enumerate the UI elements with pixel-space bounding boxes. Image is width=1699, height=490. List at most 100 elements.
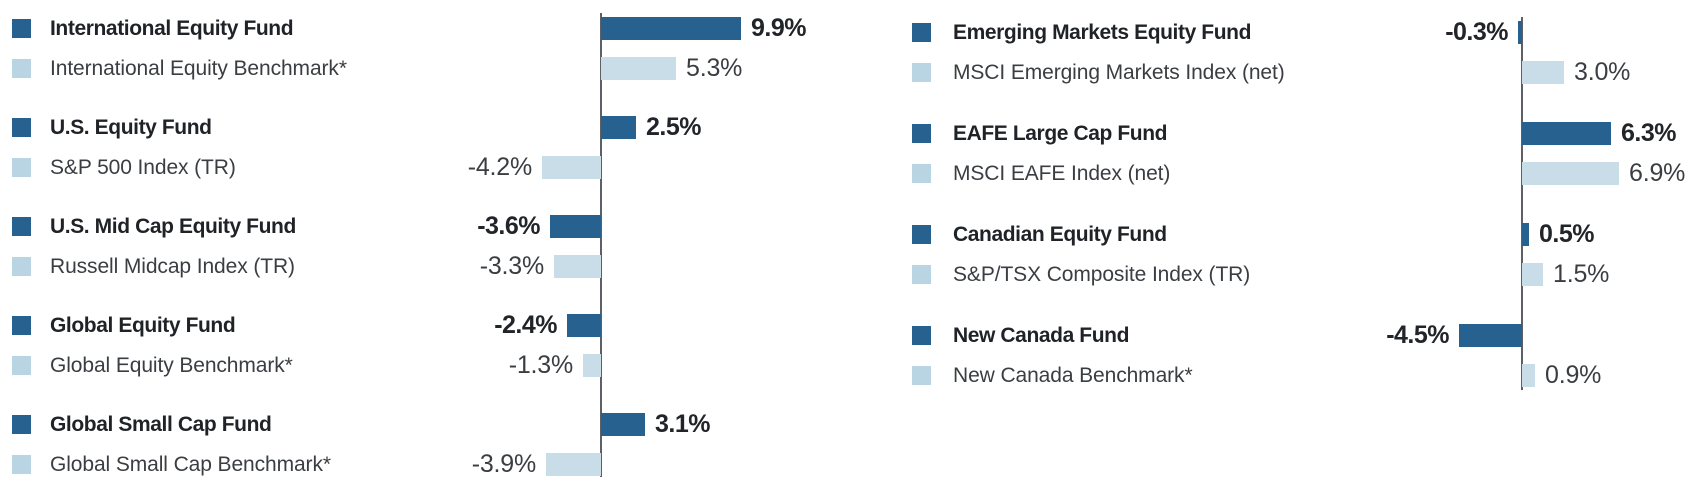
benchmark-row: International Equity Benchmark* 5.3% <box>0 54 850 82</box>
benchmark-value-label: 1.5% <box>1553 260 1610 288</box>
fund-label: Canadian Equity Fund <box>953 223 1167 246</box>
fund-value-label: -4.5% <box>1386 321 1449 349</box>
fund-bar <box>1522 122 1611 145</box>
fund-benchmark-pair: U.S. Equity Fund 2.5% S&P 500 Index (TR) -4… <box>0 113 850 181</box>
fund-row: International Equity Fund 9.9% <box>0 14 850 42</box>
benchmark-label: S&P 500 Index (TR) <box>50 156 236 179</box>
fund-row: U.S. Mid Cap Equity Fund -3.6% <box>0 212 850 240</box>
fund-legend-swatch <box>912 124 931 143</box>
benchmark-row: Russell Midcap Index (TR) -3.3% <box>0 252 850 280</box>
equity-funds-panel-left: International Equity Fund 9.9% Internation… <box>0 13 850 478</box>
fund-row: Emerging Markets Equity Fund -0.3% <box>850 18 1699 46</box>
equity-funds-panel-right: Emerging Markets Equity Fund -0.3% MSCI Em… <box>850 0 1699 490</box>
fund-row: Global Small Cap Fund 3.1% <box>0 410 850 438</box>
fund-label: International Equity Fund <box>50 17 294 40</box>
benchmark-value-label: 0.9% <box>1545 361 1602 389</box>
benchmark-bar <box>601 57 676 80</box>
benchmark-label: Russell Midcap Index (TR) <box>50 255 295 278</box>
fund-benchmark-pair: Canadian Equity Fund 0.5% S&P/TSX Composit… <box>850 220 1699 288</box>
benchmark-label: International Equity Benchmark* <box>50 57 347 80</box>
benchmark-row: MSCI Emerging Markets Index (net) 3.0% <box>850 58 1699 86</box>
benchmark-value-label: -3.3% <box>479 252 545 280</box>
fund-legend-swatch <box>12 19 31 38</box>
fund-bar <box>601 116 636 139</box>
benchmark-bar <box>1522 263 1543 286</box>
fund-benchmark-pair: U.S. Mid Cap Equity Fund -3.6% Russell Mid… <box>0 212 850 280</box>
fund-legend-swatch <box>12 415 31 434</box>
fund-value-label: 6.3% <box>1621 119 1676 147</box>
benchmark-legend-swatch <box>912 63 931 82</box>
fund-label: New Canada Fund <box>953 324 1130 347</box>
fund-row: Global Equity Fund -2.4% <box>0 311 850 339</box>
fund-benchmark-pair: Emerging Markets Equity Fund -0.3% MSCI Em… <box>850 18 1699 86</box>
benchmark-value-label: 5.3% <box>686 54 743 82</box>
fund-bar <box>1518 21 1522 44</box>
benchmark-legend-swatch <box>12 356 31 375</box>
benchmark-row: S&P 500 Index (TR) -4.2% <box>0 153 850 181</box>
fund-legend-swatch <box>12 118 31 137</box>
fund-value-label: 3.1% <box>655 410 710 438</box>
benchmark-value-label: 3.0% <box>1574 58 1631 86</box>
benchmark-legend-swatch <box>912 164 931 183</box>
fund-legend-swatch <box>912 326 931 345</box>
benchmark-row: Global Small Cap Benchmark* -3.9% <box>0 450 850 478</box>
fund-label: U.S. Mid Cap Equity Fund <box>50 215 296 238</box>
zero-baseline-axis <box>600 13 602 477</box>
benchmark-legend-swatch <box>12 158 31 177</box>
benchmark-row: New Canada Benchmark* 0.9% <box>850 361 1699 389</box>
benchmark-bar <box>1522 364 1535 387</box>
fund-value-label: -0.3% <box>1445 18 1508 46</box>
benchmark-label: MSCI Emerging Markets Index (net) <box>953 61 1285 84</box>
benchmark-value-label: -3.9% <box>471 450 537 478</box>
benchmark-bar <box>546 453 601 476</box>
fund-label: U.S. Equity Fund <box>50 116 212 139</box>
fund-benchmark-pair: New Canada Fund -4.5% New Canada Benchmark… <box>850 321 1699 389</box>
benchmark-value-label: -4.2% <box>467 153 533 181</box>
fund-legend-swatch <box>12 217 31 236</box>
benchmark-label: Global Equity Benchmark* <box>50 354 293 377</box>
fund-bar <box>601 17 741 40</box>
fund-row: New Canada Fund -4.5% <box>850 321 1699 349</box>
fund-bar <box>567 314 601 337</box>
fund-benchmark-pair: Global Small Cap Fund 3.1% Global Small Ca… <box>0 410 850 478</box>
benchmark-row: Global Equity Benchmark* -1.3% <box>0 351 850 379</box>
fund-bar <box>601 413 645 436</box>
benchmark-legend-swatch <box>912 265 931 284</box>
benchmark-value-label: 6.9% <box>1629 159 1686 187</box>
benchmark-label: New Canada Benchmark* <box>953 364 1193 387</box>
benchmark-bar <box>542 156 601 179</box>
benchmark-label: S&P/TSX Composite Index (TR) <box>953 263 1251 286</box>
benchmark-bar <box>583 354 601 377</box>
benchmark-legend-swatch <box>912 366 931 385</box>
fund-legend-swatch <box>912 23 931 42</box>
fund-legend-swatch <box>12 316 31 335</box>
fund-label: EAFE Large Cap Fund <box>953 122 1168 145</box>
benchmark-bar <box>1522 162 1619 185</box>
fund-row: U.S. Equity Fund 2.5% <box>0 113 850 141</box>
fund-bar <box>1459 324 1522 347</box>
fund-value-label: 9.9% <box>751 14 806 42</box>
benchmark-row: MSCI EAFE Index (net) 6.9% <box>850 159 1699 187</box>
fund-value-label: 2.5% <box>646 113 701 141</box>
benchmark-legend-swatch <box>12 257 31 276</box>
benchmark-row: S&P/TSX Composite Index (TR) 1.5% <box>850 260 1699 288</box>
fund-row: EAFE Large Cap Fund 6.3% <box>850 119 1699 147</box>
fund-label: Global Small Cap Fund <box>50 413 272 436</box>
fund-bar <box>1522 223 1529 246</box>
fund-benchmark-pair: Global Equity Fund -2.4% Global Equity Ben… <box>0 311 850 379</box>
fund-bar <box>550 215 601 238</box>
fund-value-label: -2.4% <box>494 311 557 339</box>
fund-label: Emerging Markets Equity Fund <box>953 21 1252 44</box>
fund-value-label: 0.5% <box>1539 220 1594 248</box>
benchmark-legend-swatch <box>12 59 31 78</box>
benchmark-value-label: -1.3% <box>508 351 574 379</box>
fund-value-label: -3.6% <box>477 212 540 240</box>
benchmark-label: Global Small Cap Benchmark* <box>50 453 331 476</box>
fund-benchmark-pair: International Equity Fund 9.9% Internation… <box>0 14 850 82</box>
benchmark-label: MSCI EAFE Index (net) <box>953 162 1171 185</box>
benchmark-legend-swatch <box>12 455 31 474</box>
benchmark-bar <box>1522 61 1564 84</box>
fund-benchmark-pair: EAFE Large Cap Fund 6.3% MSCI EAFE Index (… <box>850 119 1699 187</box>
fund-legend-swatch <box>912 225 931 244</box>
